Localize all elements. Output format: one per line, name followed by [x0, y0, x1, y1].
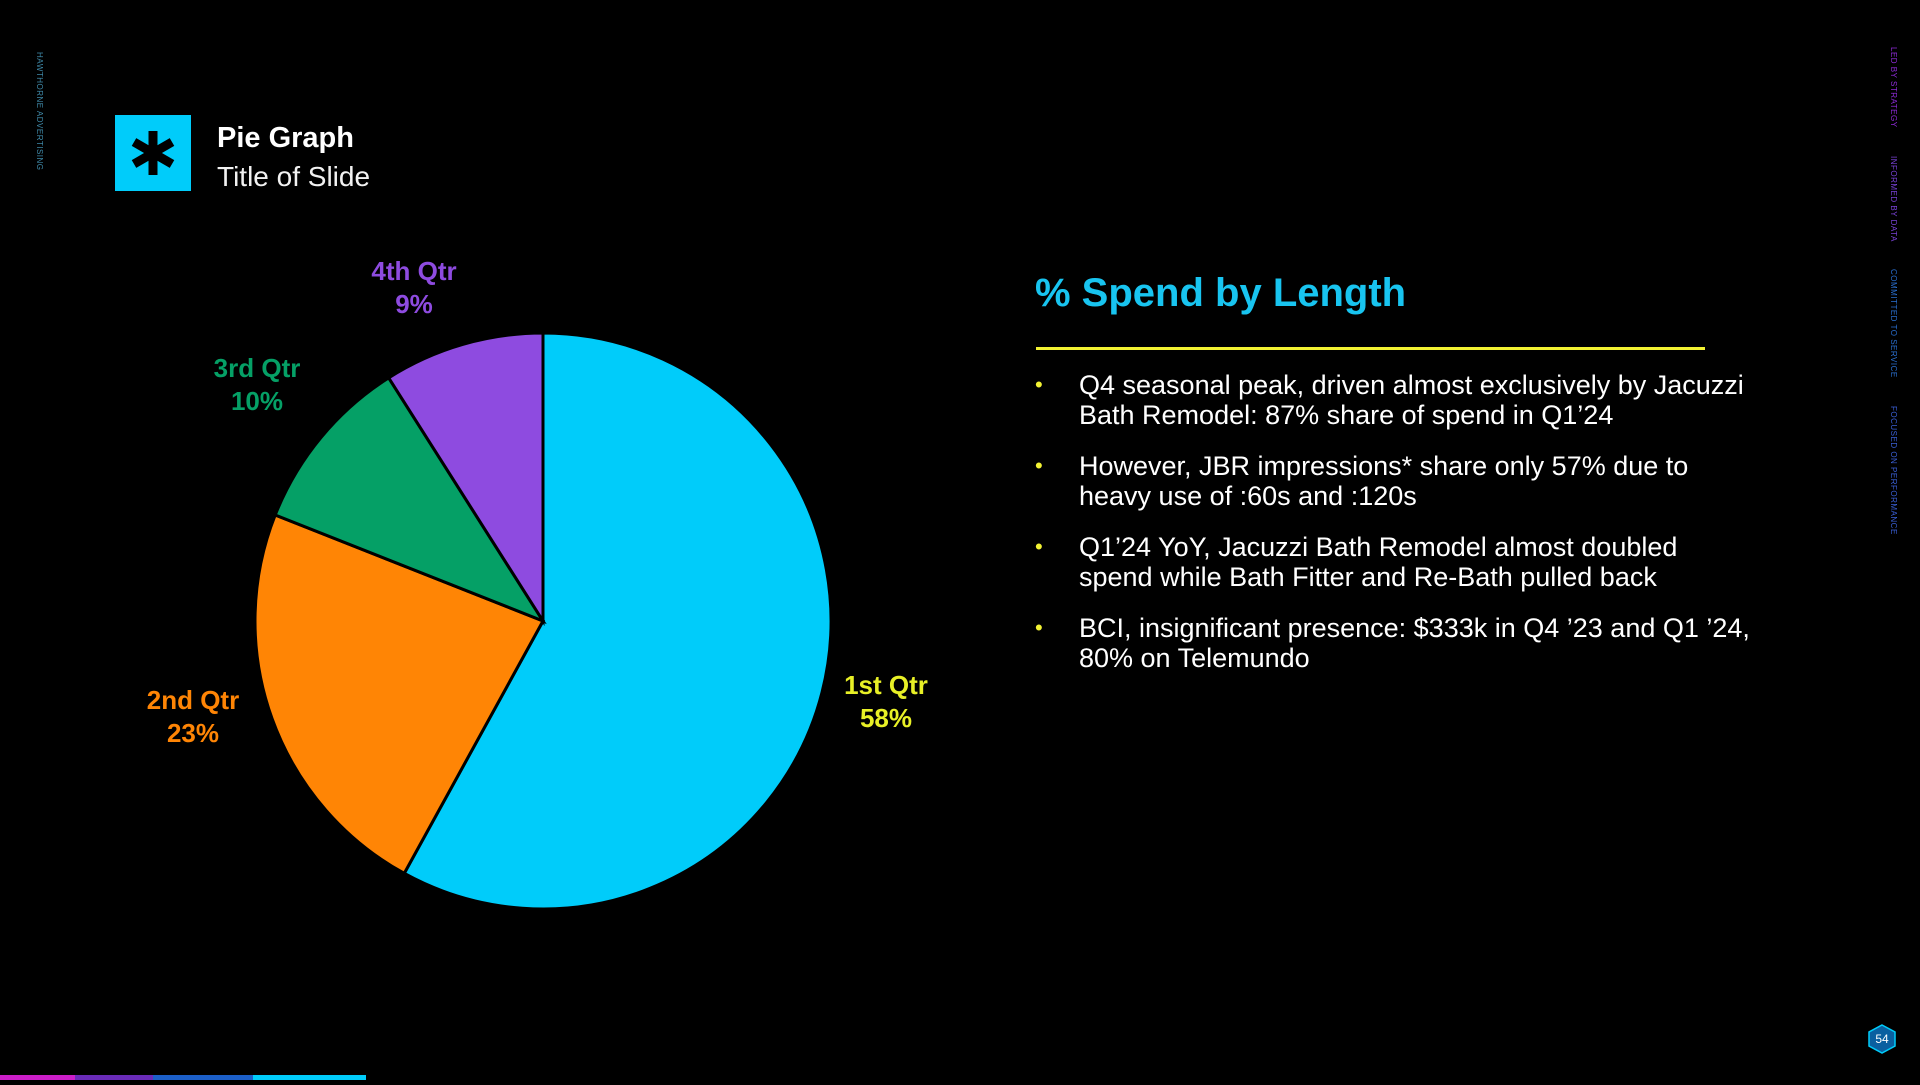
tagline-1: INFORMED BY DATA — [1889, 155, 1898, 242]
slice-label-1: 1st Qtr 58% — [844, 670, 928, 733]
pie-chart-svg: 1st Qtr 58% 2nd Qtr 23% 3rd Qtr 10% 4th Qtr 9% — [147, 256, 928, 911]
title-rule — [1036, 347, 1705, 350]
slice-label-3: 3rd Qtr 10% — [214, 353, 301, 416]
bullet-item: • Q1’24 YoY, Jacuzzi Bath Remodel almost … — [1035, 532, 1755, 592]
slide-title: Pie Graph — [217, 122, 354, 154]
bullet-item: • Q4 seasonal peak, driven almost exclusi… — [1035, 370, 1755, 430]
slice-label-2: 2nd Qtr 23% — [147, 685, 239, 748]
pie-slice-4 — [386, 331, 545, 627]
side-brand-text: HAWTHORNE ADVERTISING — [35, 52, 44, 171]
pie-slice-3 — [273, 375, 547, 625]
bullet-text: However, JBR impressions* share only 57%… — [1079, 451, 1689, 511]
bullet-item: • BCI, insignificant presence: $333k in Q… — [1035, 613, 1755, 673]
footer-segment — [75, 1075, 153, 1080]
footer-color-bar — [0, 1075, 366, 1080]
bullet-text: Q4 seasonal peak, driven almost exclusiv… — [1079, 370, 1744, 430]
bullet-text: Q1’24 YoY, Jacuzzi Bath Remodel almost d… — [1079, 532, 1678, 592]
bullet-icon: • — [1035, 615, 1043, 640]
bullet-list: • Q4 seasonal peak, driven almost exclusi… — [1035, 370, 1755, 694]
page-number-badge: 54 — [1867, 1024, 1897, 1054]
hexagon-icon — [1868, 1024, 1896, 1054]
slide-subtitle: Title of Slide — [217, 161, 371, 192]
footer-segment — [0, 1075, 75, 1080]
bullet-icon: • — [1035, 372, 1043, 397]
panel-title: % Spend by Length — [1035, 271, 1407, 315]
footer-segment — [153, 1075, 253, 1080]
footer-segment — [253, 1075, 366, 1080]
slice-label-4: 4th Qtr 9% — [371, 256, 456, 319]
asterisk-logo — [115, 115, 191, 191]
pie-slice-1 — [402, 331, 833, 911]
page-number: 54 — [1875, 1032, 1889, 1046]
bullet-icon: • — [1035, 453, 1043, 478]
tagline-3: FOCUSED ON PERFORMANCE — [1889, 406, 1898, 535]
bullet-text: BCI, insignificant presence: $333k in Q4… — [1079, 613, 1750, 673]
pie-chart: 1st Qtr 58% 2nd Qtr 23% 3rd Qtr 10% 4th Qtr 9% — [147, 256, 928, 911]
tagline-2: COMMITTED TO SERVICE — [1889, 269, 1898, 379]
tagline-0: LED BY STRATEGY — [1889, 47, 1898, 128]
side-taglines: LED BY STRATEGY INFORMED BY DATA COMMITTED… — [1889, 47, 1898, 563]
asterisk-icon — [131, 131, 175, 175]
pie-slice-2 — [253, 513, 546, 876]
bullet-icon: • — [1035, 534, 1043, 559]
bullet-item: • However, JBR impressions* share only 57… — [1035, 451, 1755, 511]
